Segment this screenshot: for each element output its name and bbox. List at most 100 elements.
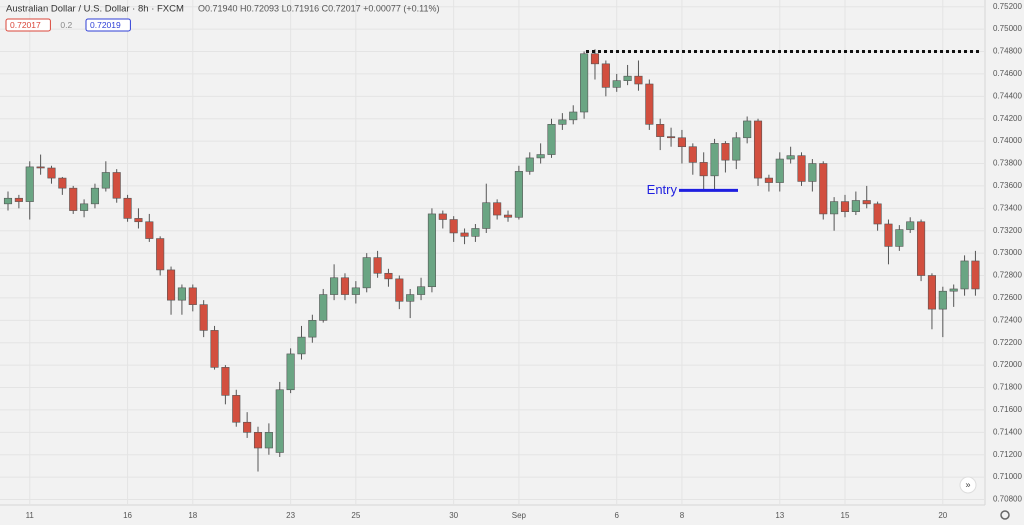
candle-body	[417, 286, 426, 295]
candle-body	[156, 238, 165, 271]
y-tick-label: 0.74800	[993, 47, 1022, 56]
candle-body	[884, 223, 893, 247]
y-tick-label: 0.74000	[993, 136, 1022, 145]
candle-body	[960, 260, 969, 290]
candle-body	[525, 157, 534, 172]
badge-text: 0.72017	[10, 20, 41, 30]
candle-body	[808, 163, 817, 182]
y-tick-label: 0.72800	[993, 271, 1022, 280]
candle-body	[145, 221, 154, 239]
x-tick-label: 8	[680, 511, 685, 520]
x-tick-label: 11	[26, 511, 35, 520]
candle-body	[688, 146, 697, 163]
candle-body	[199, 304, 208, 331]
candle-body	[449, 219, 458, 234]
candle-body	[362, 257, 371, 289]
candle-body	[753, 120, 763, 179]
y-tick-label: 0.73200	[993, 226, 1022, 235]
scroll-icon: »	[965, 479, 970, 489]
candle-body	[503, 214, 513, 218]
candle-body	[3, 197, 13, 205]
candle-body	[840, 201, 850, 212]
candle-body	[395, 278, 404, 302]
candle-body	[427, 213, 436, 288]
x-tick-label: 30	[449, 511, 458, 520]
candle-body	[786, 155, 795, 160]
candle-body	[612, 80, 621, 88]
badges: 0.72017 0.2 0.72019	[5, 18, 131, 32]
candle-body	[677, 137, 686, 148]
candle-body	[580, 53, 589, 113]
candle-body	[210, 330, 219, 368]
x-tick-label: 13	[775, 511, 784, 520]
settings-icon[interactable]	[1000, 510, 1010, 520]
candle-body	[373, 257, 382, 274]
y-tick-label: 0.73600	[993, 181, 1022, 190]
candle-body	[101, 172, 110, 189]
y-tick-label: 0.73000	[993, 248, 1022, 257]
candle-body	[90, 187, 100, 205]
candle-body	[134, 218, 143, 223]
candle-body	[319, 294, 328, 321]
candle-body	[732, 137, 741, 161]
candle-body	[493, 202, 502, 216]
candle-body	[14, 197, 23, 202]
x-tick-label: 23	[286, 511, 295, 520]
candle-body	[558, 119, 567, 125]
y-tick-label: 0.74600	[993, 69, 1022, 78]
candle-body	[938, 290, 947, 310]
candle-body	[188, 287, 197, 305]
y-tick-label: 0.75000	[993, 24, 1022, 33]
candle-body	[710, 143, 719, 177]
x-tick-label: 25	[351, 511, 360, 520]
candle-body	[895, 229, 904, 247]
candle-body	[482, 202, 491, 229]
y-tick-label: 0.72200	[993, 338, 1022, 347]
candle-body	[590, 53, 600, 65]
x-tick-label: Sep	[512, 511, 527, 520]
candle-body	[471, 228, 480, 237]
y-tick-label: 0.73800	[993, 159, 1022, 168]
candle-body	[906, 221, 915, 230]
candle-body	[569, 111, 578, 121]
scroll-button[interactable]	[959, 476, 977, 494]
candle-body	[253, 432, 263, 449]
candle-body	[221, 367, 230, 396]
candle-body	[927, 275, 937, 310]
candle-body	[851, 200, 860, 212]
candle-body	[514, 171, 523, 218]
y-tick-label: 0.72600	[993, 293, 1022, 302]
candle-body	[547, 124, 556, 155]
candle-body	[384, 272, 393, 280]
candle-body	[917, 221, 926, 276]
candle-body	[243, 421, 252, 433]
candle-body	[536, 154, 545, 159]
candle-body	[340, 277, 350, 295]
candle-body	[699, 162, 708, 177]
candle-body	[862, 200, 871, 205]
candle-body	[873, 203, 882, 225]
candle-body	[406, 294, 415, 302]
candles	[3, 49, 980, 472]
candle-body	[275, 389, 284, 453]
candle-body	[830, 201, 839, 215]
x-tick-label: 16	[123, 511, 132, 520]
candle-body	[36, 166, 45, 169]
x-tick-label: 20	[938, 511, 947, 520]
y-tick-label: 0.71400	[993, 427, 1022, 436]
candle-body	[69, 187, 78, 211]
candle-body	[438, 213, 447, 220]
x-tick-label: 6	[614, 511, 619, 520]
candle-body	[286, 353, 295, 391]
badge-box	[5, 18, 51, 32]
candle-body	[743, 120, 752, 139]
candle-body	[667, 136, 676, 139]
candle-body	[764, 177, 773, 183]
candle-body	[634, 75, 643, 85]
candle-body	[721, 143, 730, 161]
y-tick-label: 0.71000	[993, 472, 1022, 481]
y-tick-label: 0.71800	[993, 383, 1022, 392]
